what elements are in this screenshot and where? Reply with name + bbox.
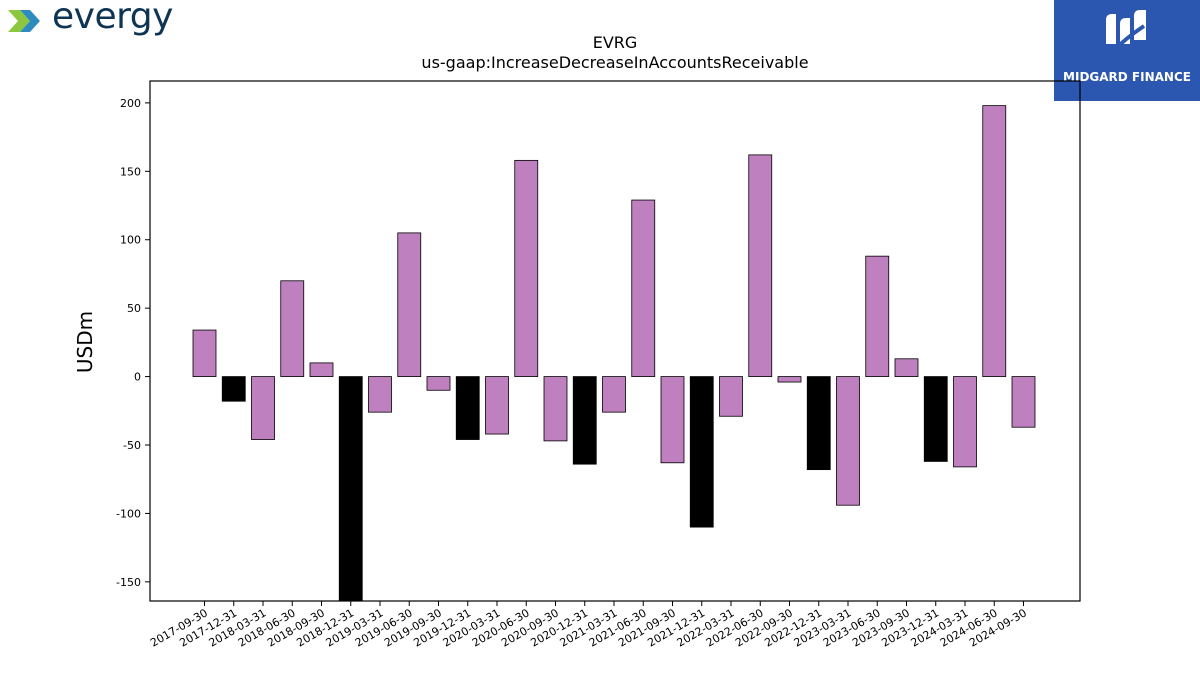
chart-subtitle: us-gaap:IncreaseDecreaseInAccountsReceiv… [421,53,808,72]
y-tick-label: 0 [134,371,141,384]
bar-2019-03-31 [368,376,392,413]
midgard-logo-icon [1106,10,1146,54]
bar-2024-06-30 [982,105,1007,377]
bar-2020-12-31 [572,376,597,465]
bar-2021-12-31 [689,376,714,528]
bar-2019-09-30 [426,376,451,391]
y-tick-label: 200 [120,97,141,110]
bar-2021-09-30 [660,376,685,464]
bar-2018-09-30 [309,362,334,377]
bar-2018-12-31 [338,376,363,602]
bar-2023-12-31 [923,376,948,462]
bar-2021-03-31 [602,376,626,413]
bar-2023-06-30 [865,255,890,377]
bar-2023-09-30 [894,358,919,377]
bar-2022-03-31 [719,376,743,417]
bar-2019-12-31 [455,376,480,440]
badge-text: MIDGARD FINANCE [1063,70,1191,84]
logo-text: evergy [52,0,173,37]
bar-2018-06-30 [280,280,305,377]
bar-2024-03-31 [953,376,977,468]
bar-2022-12-31 [806,376,831,471]
bar-2023-03-31 [836,376,860,506]
y-tick-label: -150 [116,576,141,589]
midgard-finance-badge: MIDGARD FINANCE [1054,0,1200,101]
y-axis-label: USDm [73,311,97,373]
evergy-logo: evergy [6,0,196,46]
bar-2020-06-30 [514,159,539,377]
x-axis: 2017-09-302017-12-312018-03-312018-06-30… [148,601,1029,650]
y-tick-label: -100 [116,507,141,520]
bar-2020-09-30 [543,376,568,442]
bar-2021-06-30 [631,199,656,377]
evergy-chevron-icon [8,10,40,32]
y-tick-label: 150 [120,165,141,178]
plot-frame [149,80,1081,602]
y-tick-label: 100 [120,234,141,247]
bar-2017-09-30 [192,329,217,377]
bar-2018-03-31 [251,376,275,440]
y-tick-label: -50 [123,439,141,452]
y-axis: -150 -100 -50 0 50 100 150 200 [116,97,150,589]
bar-2022-09-30 [777,376,802,383]
bar-2020-03-31 [485,376,509,435]
bar-2017-12-31 [221,376,246,402]
y-tick-label: 50 [127,302,141,315]
bars-group [192,105,1036,602]
bar-2022-06-30 [748,154,773,377]
chart-title: EVRG [593,33,638,52]
bar-2024-09-30 [1011,376,1036,428]
bar-2019-06-30 [397,232,422,377]
